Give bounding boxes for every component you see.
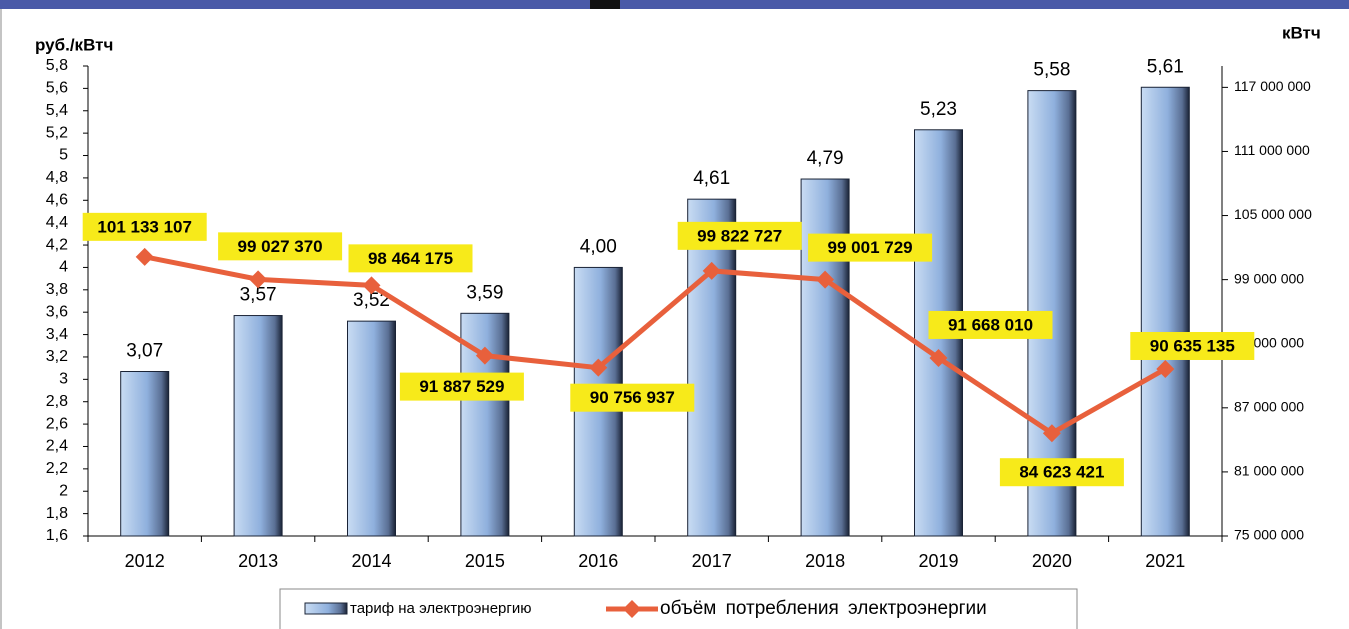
line-marker — [816, 270, 835, 289]
y2-tick-label: 75 000 000 — [1234, 527, 1304, 543]
y-tick-label: 3,4 — [46, 326, 68, 343]
label-box — [82, 212, 207, 241]
y2-tick-label: 105 000 000 — [1234, 206, 1312, 222]
label-box — [999, 458, 1124, 487]
y-tick-label: 3,6 — [46, 303, 68, 320]
line-label: 98 464 175 — [368, 249, 453, 268]
bar-label: 4,00 — [580, 236, 617, 257]
x-tick-label: 2015 — [465, 551, 505, 571]
legend-label: объём потребления электроэнергии — [660, 598, 987, 619]
label-box — [1130, 331, 1255, 360]
line-label: 91 887 529 — [419, 377, 504, 396]
line-label: 99 027 370 — [238, 237, 323, 256]
y-tick-label: 2,2 — [46, 460, 68, 477]
line-marker — [135, 247, 154, 266]
y-tick-label: 3,2 — [46, 348, 68, 365]
y-tick-label: 2,4 — [46, 438, 68, 455]
bar-label: 4,61 — [693, 168, 730, 189]
x-tick-label: 2014 — [351, 551, 391, 571]
y2-axis-title: кВтч — [1282, 23, 1321, 42]
x-tick-label: 2020 — [1032, 551, 1072, 571]
line — [144, 254, 1167, 437]
y-tick-label: 4,8 — [46, 169, 68, 186]
line-marker — [249, 270, 268, 289]
y2-tick-label: 117 000 000 — [1234, 78, 1311, 94]
x-tick-label: 2012 — [125, 551, 165, 571]
bar-label: 3,07 — [126, 341, 163, 362]
y-tick-label: 3 — [59, 371, 68, 388]
bar — [1140, 86, 1190, 537]
line-label: 90 756 937 — [590, 388, 675, 407]
bar-label: 4,79 — [807, 148, 844, 169]
y-tick-label: 3,8 — [46, 281, 68, 298]
x-tick-label: 2013 — [238, 551, 278, 571]
bar-label: 3,59 — [466, 282, 503, 303]
x-tick-label: 2018 — [805, 551, 845, 571]
legend-swatch — [304, 602, 348, 615]
y-tick-label: 1,8 — [46, 505, 68, 522]
y-tick-label: 2 — [59, 482, 68, 499]
y-tick-label: 4,4 — [46, 214, 68, 231]
label-box — [348, 244, 473, 273]
y-tick-label: 4,2 — [46, 236, 68, 253]
y2-tick-label: 111 000 000 — [1234, 142, 1310, 158]
line-marker — [1156, 359, 1175, 378]
line-marker — [362, 276, 381, 295]
bar — [687, 198, 737, 537]
legend-label: тариф на электроэнергию — [350, 600, 532, 617]
line-label: 84 623 421 — [1019, 463, 1104, 482]
label-box — [677, 221, 802, 250]
line-marker — [589, 358, 608, 377]
y-tick-label: 2,8 — [46, 393, 68, 410]
bar — [120, 371, 170, 537]
bar-label: 5,23 — [920, 99, 957, 120]
line-label: 101 133 107 — [97, 217, 192, 236]
label-box — [928, 310, 1053, 339]
y-tick-label: 5,2 — [46, 124, 68, 141]
x-tick-label: 2016 — [578, 551, 618, 571]
bar — [800, 178, 850, 537]
y-tick-label: 5,6 — [46, 80, 68, 97]
y2-tick-label: 87 000 000 — [1234, 399, 1304, 415]
bar-label: 3,52 — [353, 290, 390, 311]
line-label: 99 822 727 — [697, 226, 782, 245]
y2-tick-label: 81 000 000 — [1234, 463, 1304, 479]
bar-label: 3,57 — [240, 285, 277, 306]
bar-label: 5,58 — [1033, 60, 1070, 81]
bar — [233, 315, 283, 537]
y-tick-label: 2,6 — [46, 415, 68, 432]
x-tick-label: 2021 — [1145, 551, 1185, 571]
x-tick-label: 2017 — [692, 551, 732, 571]
bar — [347, 320, 396, 537]
line-marker — [929, 348, 948, 367]
y-tick-label: 5,8 — [46, 57, 68, 74]
y-tick-label: 4,6 — [46, 192, 68, 209]
title-fragment — [590, 0, 620, 9]
legend-marker — [623, 600, 641, 618]
label-box — [808, 233, 933, 262]
line-marker — [702, 261, 721, 280]
label-box — [218, 232, 343, 261]
bar-label: 5,61 — [1147, 56, 1184, 77]
line-label: 99 001 729 — [828, 238, 913, 257]
line-label: 91 668 010 — [948, 315, 1033, 334]
label-box — [399, 372, 524, 401]
line-marker — [1042, 424, 1061, 443]
y-tick-label: 1,6 — [46, 527, 68, 544]
y2-tick-label: 99 000 000 — [1234, 270, 1304, 286]
legend-box — [279, 588, 1078, 629]
label-box — [570, 383, 695, 412]
y-axis-title: руб./кВтч — [35, 35, 113, 54]
y-tick-label: 5 — [59, 147, 68, 164]
y-tick-label: 5,4 — [46, 102, 68, 119]
y-tick-label: 4 — [59, 259, 68, 276]
line-marker — [475, 346, 494, 365]
x-tick-label: 2019 — [918, 551, 958, 571]
top-band — [0, 0, 1349, 9]
line-label: 90 635 135 — [1150, 336, 1235, 355]
